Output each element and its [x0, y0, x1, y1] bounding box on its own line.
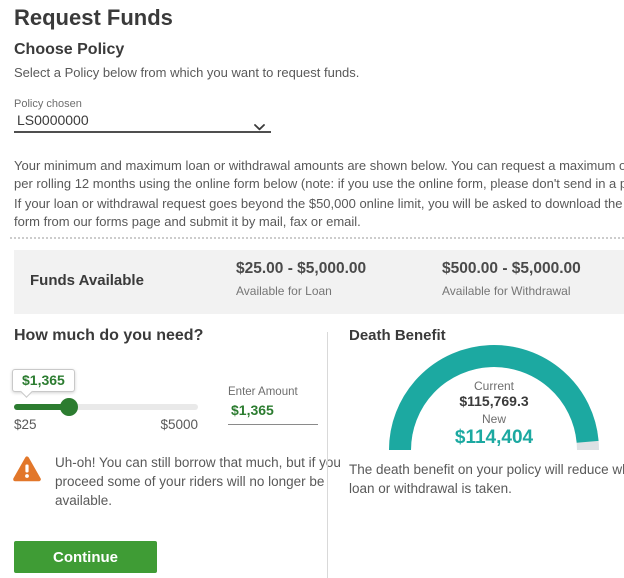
- warning-text-line: proceed some of your riders will no long…: [55, 474, 325, 489]
- loan-range-label: Available for Loan: [236, 284, 332, 298]
- dotted-divider: [10, 237, 624, 239]
- choose-policy-heading: Choose Policy: [14, 41, 125, 58]
- withdrawal-range-label: Available for Withdrawal: [442, 284, 571, 298]
- funds-available-band: [14, 250, 624, 314]
- page-title: Request Funds: [14, 5, 173, 30]
- amount-slider-track[interactable]: [14, 404, 198, 410]
- policy-select[interactable]: LS0000000: [14, 111, 271, 133]
- chevron-down-icon: [254, 118, 265, 136]
- slider-min-label: $25: [14, 417, 37, 432]
- gauge-new-label: New: [481, 412, 506, 426]
- death-benefit-gauge: [389, 345, 599, 450]
- choose-policy-description: Select a Policy below from which you wan…: [14, 65, 360, 80]
- amount-slider-fill: [14, 404, 69, 410]
- death-benefit-description-line: loan or withdrawal is taken.: [349, 481, 512, 496]
- slider-value-tooltip: $1,365: [12, 369, 75, 392]
- gauge-current-value: $115,769.3: [459, 393, 529, 409]
- enter-amount-input[interactable]: [228, 400, 318, 425]
- gauge-current-label: Current: [473, 379, 514, 393]
- death-benefit-description-line: The death benefit on your policy will re…: [349, 462, 624, 477]
- overlimit-note-line: form from our forms page and submit it b…: [14, 214, 361, 229]
- how-much-heading: How much do you need?: [14, 327, 204, 344]
- limits-note-line: per rolling 12 months using the online f…: [14, 176, 624, 191]
- amount-slider-handle[interactable]: [60, 398, 78, 416]
- continue-button[interactable]: Continue: [14, 541, 157, 573]
- withdrawal-range-value: $500.00 - $5,000.00: [442, 260, 581, 277]
- gauge-arc-current: [389, 345, 599, 450]
- column-divider: [327, 332, 328, 578]
- death-benefit-heading: Death Benefit: [349, 327, 446, 344]
- slider-max-label: $5000: [160, 417, 198, 432]
- policy-chosen-label: Policy chosen: [14, 98, 82, 110]
- policy-select-value: LS0000000: [17, 112, 89, 128]
- overlimit-note-line: If your loan or withdrawal request goes …: [14, 196, 624, 211]
- gauge-new-value: $114,404: [454, 427, 534, 448]
- loan-range-value: $25.00 - $5,000.00: [236, 260, 367, 277]
- enter-amount-label: Enter Amount: [228, 386, 298, 398]
- funds-available-heading: Funds Available: [30, 272, 144, 289]
- warning-text-line: Uh-oh! You can still borrow that much, b…: [55, 455, 341, 470]
- limits-note-line: Your minimum and maximum loan or withdra…: [14, 158, 624, 173]
- warning-triangle-icon: [13, 456, 41, 482]
- warning-text-line: available.: [55, 493, 113, 508]
